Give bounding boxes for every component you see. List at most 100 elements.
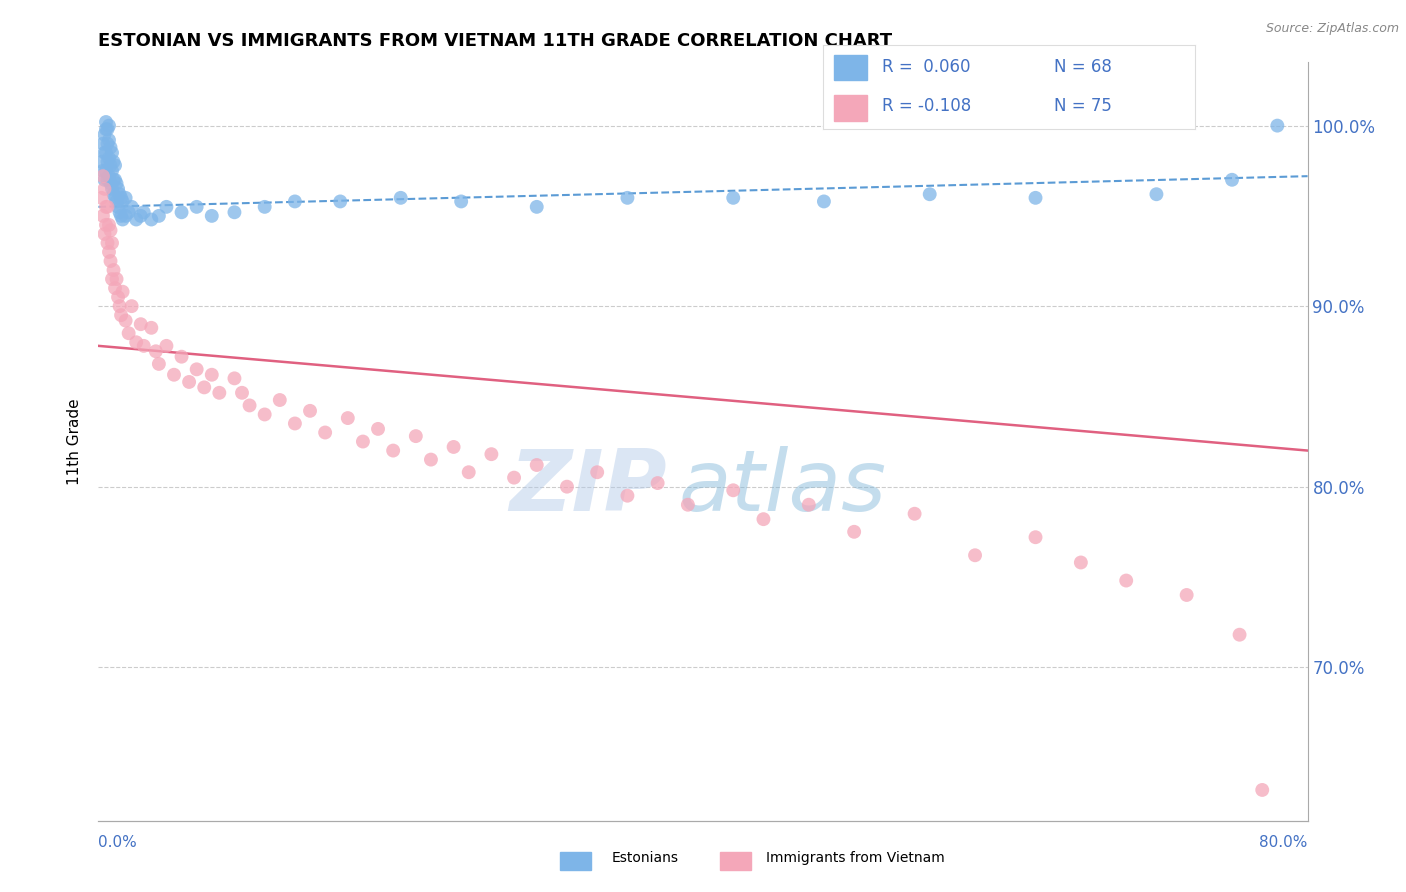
Point bbox=[420, 452, 443, 467]
Point bbox=[555, 480, 578, 494]
Point bbox=[111, 194, 134, 209]
Point bbox=[101, 272, 124, 286]
Point bbox=[111, 212, 134, 227]
Point bbox=[91, 136, 114, 151]
Point bbox=[110, 209, 132, 223]
Point bbox=[110, 308, 132, 322]
Point bbox=[104, 173, 127, 187]
Point bbox=[104, 191, 127, 205]
Point bbox=[586, 465, 609, 479]
Point bbox=[93, 182, 115, 196]
Point bbox=[443, 440, 465, 454]
Point bbox=[224, 371, 246, 385]
Point bbox=[98, 151, 121, 165]
Point bbox=[93, 173, 115, 187]
Point bbox=[1267, 119, 1289, 133]
Point bbox=[100, 254, 122, 268]
Point bbox=[96, 154, 118, 169]
Point bbox=[96, 122, 118, 136]
Point bbox=[111, 285, 134, 299]
Point bbox=[101, 235, 124, 250]
Point bbox=[329, 194, 352, 209]
Point bbox=[1229, 628, 1251, 642]
Point bbox=[118, 205, 141, 219]
Point bbox=[91, 209, 114, 223]
Point bbox=[103, 173, 125, 187]
Point bbox=[98, 169, 121, 184]
Point bbox=[1251, 783, 1274, 797]
Point bbox=[1175, 588, 1198, 602]
Point bbox=[208, 385, 231, 400]
Point bbox=[904, 507, 927, 521]
Point bbox=[91, 169, 114, 184]
Text: N = 75: N = 75 bbox=[1053, 96, 1111, 114]
Point bbox=[108, 205, 131, 219]
Point bbox=[284, 417, 307, 431]
Point bbox=[186, 362, 208, 376]
Point bbox=[224, 205, 246, 219]
Point bbox=[1024, 191, 1046, 205]
Point bbox=[94, 122, 117, 136]
Point bbox=[100, 177, 122, 191]
Point bbox=[253, 200, 276, 214]
Point bbox=[100, 158, 122, 172]
Point bbox=[186, 200, 208, 214]
Text: ESTONIAN VS IMMIGRANTS FROM VIETNAM 11TH GRADE CORRELATION CHART: ESTONIAN VS IMMIGRANTS FROM VIETNAM 11TH… bbox=[98, 32, 893, 50]
Point bbox=[1115, 574, 1137, 588]
Point bbox=[110, 191, 132, 205]
Point bbox=[103, 187, 125, 202]
Point bbox=[121, 299, 143, 313]
Point bbox=[797, 498, 820, 512]
Point bbox=[616, 191, 638, 205]
Point bbox=[239, 399, 262, 413]
Point bbox=[231, 385, 253, 400]
Point bbox=[155, 339, 177, 353]
Point bbox=[93, 128, 115, 142]
Point bbox=[163, 368, 186, 382]
Point bbox=[90, 191, 112, 205]
Point bbox=[481, 447, 503, 461]
Point bbox=[299, 404, 322, 418]
Point bbox=[526, 458, 548, 472]
Point bbox=[148, 357, 170, 371]
Point bbox=[389, 191, 412, 205]
Point bbox=[125, 212, 148, 227]
Point bbox=[94, 163, 117, 178]
Point bbox=[918, 187, 941, 202]
Point bbox=[352, 434, 374, 449]
Point bbox=[1070, 556, 1092, 570]
Point bbox=[752, 512, 775, 526]
Point bbox=[132, 339, 155, 353]
Point bbox=[101, 145, 124, 160]
Point bbox=[105, 272, 128, 286]
Point bbox=[367, 422, 389, 436]
Point bbox=[148, 209, 170, 223]
Point bbox=[94, 145, 117, 160]
Point bbox=[90, 154, 112, 169]
Point bbox=[103, 154, 125, 169]
Point bbox=[141, 212, 163, 227]
Point bbox=[965, 549, 987, 563]
Point bbox=[132, 205, 155, 219]
Point bbox=[844, 524, 866, 539]
Point bbox=[96, 235, 118, 250]
Point bbox=[155, 200, 177, 214]
Text: R =  0.060: R = 0.060 bbox=[882, 58, 970, 76]
Point bbox=[145, 344, 167, 359]
Point bbox=[103, 263, 125, 277]
Point bbox=[457, 465, 479, 479]
Point bbox=[382, 443, 405, 458]
Point bbox=[129, 209, 152, 223]
Point bbox=[676, 498, 699, 512]
Point bbox=[723, 191, 745, 205]
Point bbox=[108, 187, 131, 202]
Point bbox=[100, 223, 122, 237]
Point bbox=[96, 136, 118, 151]
Point bbox=[269, 392, 291, 407]
Point bbox=[284, 194, 307, 209]
Point bbox=[91, 163, 114, 178]
Point bbox=[141, 321, 163, 335]
Point bbox=[193, 380, 215, 394]
Point bbox=[105, 194, 128, 209]
Point bbox=[94, 200, 117, 214]
